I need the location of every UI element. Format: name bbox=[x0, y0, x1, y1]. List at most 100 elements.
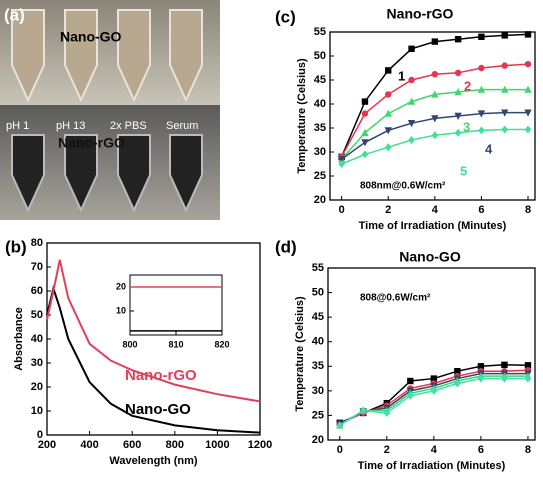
x-axis-label: Time of Irradiation (Minutes) bbox=[359, 220, 507, 232]
y-tick-label: 35 bbox=[312, 360, 324, 372]
panel-label: (c) bbox=[275, 7, 296, 26]
series-label: 1 bbox=[398, 68, 405, 83]
plot-frame bbox=[327, 267, 536, 441]
photo-label: Nano-rGO bbox=[58, 135, 125, 151]
x-tick-label: 800 bbox=[166, 439, 184, 451]
y-tick-label: 20 bbox=[314, 194, 326, 206]
y-tick-label: 20 bbox=[116, 281, 126, 291]
data-point bbox=[361, 110, 369, 117]
data-point bbox=[478, 33, 485, 40]
y-tick-label: 30 bbox=[31, 357, 43, 369]
data-point bbox=[501, 109, 509, 117]
data-point bbox=[430, 375, 438, 382]
data-point bbox=[501, 85, 509, 93]
y-tick-label: 25 bbox=[312, 409, 324, 421]
photo-panel: (a) Nano-GO Nano-rGO pH 1 pH 13 2x PBS S… bbox=[0, 0, 220, 220]
y-tick-label: 60 bbox=[31, 285, 43, 297]
panel-label: (a) bbox=[4, 5, 25, 24]
data-point bbox=[454, 69, 462, 77]
condition-label: Serum bbox=[166, 120, 198, 132]
y-tick-label: 80 bbox=[31, 237, 43, 249]
data-point bbox=[524, 125, 532, 134]
data-point bbox=[454, 379, 461, 388]
y-tick-label: 20 bbox=[312, 434, 324, 446]
condition-label: 2x PBS bbox=[110, 120, 147, 132]
y-tick-label: 45 bbox=[312, 311, 324, 323]
data-point bbox=[524, 362, 532, 369]
data-point bbox=[431, 38, 439, 45]
tubes-bottom bbox=[11, 134, 203, 213]
condition-label: pH 1 bbox=[6, 120, 29, 132]
data-point bbox=[336, 421, 343, 430]
data-point bbox=[360, 406, 367, 415]
chart-title: Nano-rGO bbox=[387, 6, 454, 22]
data-point bbox=[383, 408, 391, 417]
y-tick-label: 10 bbox=[116, 305, 126, 315]
data-point bbox=[361, 98, 369, 105]
data-point bbox=[477, 363, 485, 370]
data-point bbox=[501, 361, 508, 369]
tubes-top bbox=[11, 9, 203, 103]
data-point bbox=[524, 109, 532, 117]
y-tick-label: 70 bbox=[31, 261, 43, 273]
series-line bbox=[46, 284, 261, 434]
y-axis-label: Absorbance bbox=[13, 307, 25, 371]
y-tick-label: 0 bbox=[37, 429, 43, 441]
y-tick-label: 40 bbox=[312, 336, 324, 348]
series-line bbox=[341, 88, 529, 160]
y-tick-label: 50 bbox=[312, 286, 324, 298]
y-axis-label: Temperature (Celsius) bbox=[294, 296, 306, 412]
data-point bbox=[361, 139, 369, 147]
x-axis-label: Wavelength (nm) bbox=[109, 455, 198, 467]
data-point bbox=[338, 160, 345, 168]
x-tick-label: 400 bbox=[80, 439, 98, 451]
x-tick-label: 2 bbox=[384, 444, 390, 456]
data-point bbox=[408, 136, 415, 144]
data-point bbox=[524, 60, 532, 68]
data-point bbox=[501, 32, 508, 39]
y-tick-label: 50 bbox=[31, 309, 43, 321]
x-tick-label: 1200 bbox=[248, 439, 272, 451]
x-tick-label: 820 bbox=[214, 339, 229, 349]
x-tick-label: 8 bbox=[525, 204, 531, 216]
x-tick-label: 200 bbox=[38, 439, 56, 451]
data-point bbox=[431, 71, 439, 78]
data-point bbox=[385, 67, 392, 74]
series-label: Nano-GO bbox=[125, 401, 191, 418]
panel-label: (b) bbox=[5, 237, 27, 256]
y-tick-label: 30 bbox=[312, 385, 324, 397]
data-point bbox=[384, 109, 392, 117]
x-tick-label: 2 bbox=[385, 204, 391, 216]
data-point bbox=[524, 85, 532, 93]
data-point bbox=[477, 374, 485, 383]
data-point bbox=[501, 125, 508, 134]
data-point bbox=[361, 150, 369, 159]
data-point bbox=[454, 128, 462, 137]
data-point bbox=[407, 97, 416, 105]
x-axis-label: Time of Irradiation (Minutes) bbox=[358, 460, 506, 472]
data-point bbox=[384, 127, 392, 135]
data-point bbox=[408, 45, 415, 52]
photo-label: Nano-GO bbox=[60, 29, 122, 45]
series-label: 2 bbox=[464, 78, 471, 93]
panel-label: (d) bbox=[275, 237, 297, 256]
data-point bbox=[408, 76, 415, 84]
data-point bbox=[477, 110, 486, 118]
series-label: 5 bbox=[460, 163, 467, 178]
data-point bbox=[478, 126, 485, 135]
data-point bbox=[501, 374, 508, 383]
data-point bbox=[524, 31, 532, 38]
data-point bbox=[430, 386, 438, 395]
y-tick-label: 40 bbox=[31, 333, 43, 345]
x-tick-label: 1000 bbox=[205, 439, 229, 451]
data-point bbox=[431, 115, 439, 123]
data-point bbox=[431, 90, 439, 98]
x-tick-label: 6 bbox=[478, 444, 484, 456]
data-point bbox=[454, 368, 461, 375]
plot-frame bbox=[329, 31, 536, 201]
data-point bbox=[407, 391, 414, 400]
y-tick-label: 20 bbox=[31, 381, 43, 393]
chart-title: Nano-GO bbox=[399, 249, 461, 265]
annotation: 808@0.6W/cm² bbox=[360, 293, 431, 304]
data-point bbox=[524, 374, 532, 383]
